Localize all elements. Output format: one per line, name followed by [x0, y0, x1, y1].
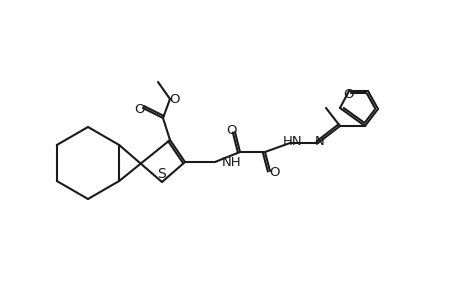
Text: N: N [314, 134, 324, 148]
Text: O: O [169, 92, 180, 106]
Text: O: O [134, 103, 145, 116]
Text: NH: NH [222, 155, 241, 169]
Text: HN: HN [283, 134, 302, 148]
Text: O: O [269, 167, 280, 179]
Text: O: O [226, 124, 237, 136]
Text: S: S [157, 167, 166, 181]
Text: O: O [343, 88, 353, 100]
